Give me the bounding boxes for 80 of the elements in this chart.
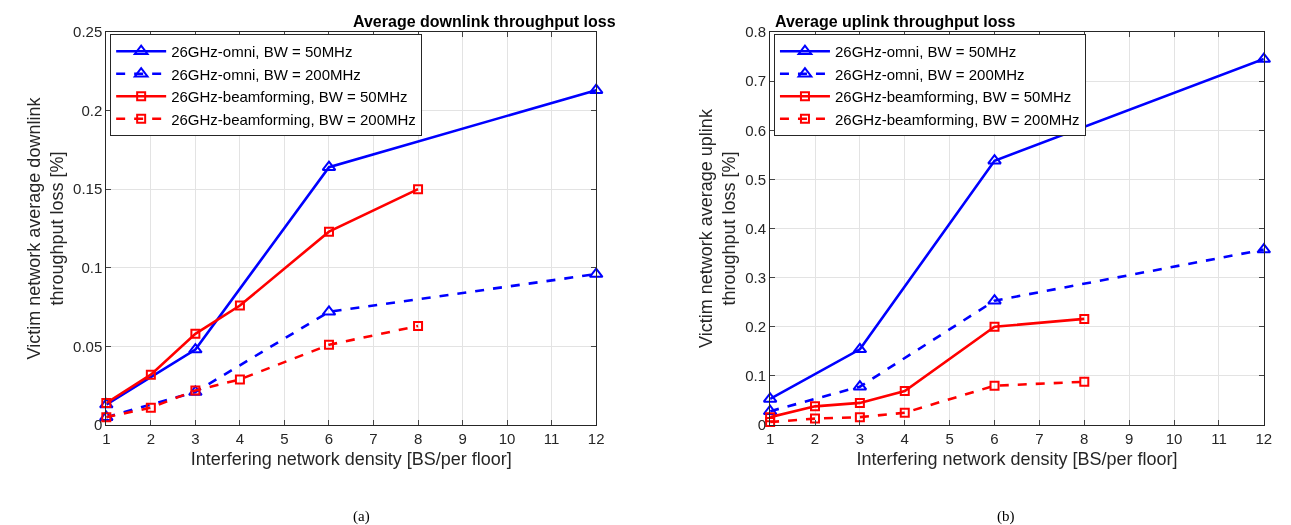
point <box>765 417 776 428</box>
point <box>145 369 156 380</box>
legend-label: 26GHz-beamforming, BW = 50MHz <box>171 88 408 106</box>
point <box>854 397 865 408</box>
x-tick-label: 7 <box>1035 430 1044 447</box>
y-axis-title: Victim network average uplink throughput loss [%] <box>696 108 740 348</box>
x-tick-label: 4 <box>235 430 245 447</box>
point <box>234 374 245 385</box>
x-tick-label: 9 <box>1125 430 1134 447</box>
text: (a) <box>353 508 370 525</box>
point <box>899 407 910 418</box>
y-tick-label: 0.3 <box>745 268 767 286</box>
y-axis-title: Victim network average downlink throughput loss [%] <box>23 96 68 360</box>
point <box>323 226 334 237</box>
x-tick-label: 9 <box>458 430 467 447</box>
point <box>188 343 203 354</box>
point <box>810 413 820 424</box>
point <box>190 328 201 339</box>
x-tick-label: 2 <box>810 430 820 447</box>
y-tick-label: 0 <box>757 416 767 434</box>
x-tick-label: 5 <box>280 430 289 447</box>
x-tick-label: 1 <box>102 430 111 447</box>
point <box>765 412 776 423</box>
y-tick-label: 0.8 <box>745 23 767 41</box>
y-tick-label: 0.2 <box>745 318 767 335</box>
y-tick-label: 0.7 <box>745 72 767 90</box>
y-tick-label: 0.15 <box>73 180 103 198</box>
point <box>323 339 334 350</box>
legend-label: 26GHz-omni, BW = 200MHz <box>171 65 361 83</box>
x-tick-label: 6 <box>324 430 334 447</box>
point <box>810 401 820 412</box>
point <box>145 402 156 413</box>
point <box>234 300 245 311</box>
x-tick-label: 4 <box>900 430 909 447</box>
legend-label: 26GHz-beamforming, BW = 200MHz <box>171 110 416 128</box>
legend-label: 26GHz-beamforming, BW = 50MHz <box>834 88 1072 106</box>
point <box>413 184 424 195</box>
x-axis-title: Interfering network density [BS/per floor] <box>190 449 512 470</box>
x-tick-label: 1 <box>765 430 775 447</box>
x-tick-label: 5 <box>945 430 954 447</box>
legend-label: 26GHz-omni, BW = 50MHz <box>171 43 353 61</box>
y-tick-label: 0.5 <box>745 170 767 188</box>
point <box>854 412 865 423</box>
legend-label: 26GHz-omni, BW = 200MHz <box>834 65 1025 83</box>
y-tick-label: 0.2 <box>81 101 103 119</box>
point <box>852 342 868 354</box>
point <box>987 294 1002 305</box>
chart-title: Average downlink throughput loss <box>353 13 616 30</box>
y-tick-label: 0.1 <box>81 259 103 277</box>
y-tick-label: 0.1 <box>745 367 767 385</box>
x-tick-label: 7 <box>369 430 378 447</box>
x-tick-label: 2 <box>146 430 156 447</box>
point <box>989 321 1000 332</box>
x-tick-label: 12 <box>1255 430 1273 447</box>
x-tick-label: 11 <box>543 430 560 447</box>
x-tick-label: 12 <box>587 430 605 447</box>
x-tick-label: 8 <box>1080 430 1089 447</box>
x-tick-label: 3 <box>855 430 865 447</box>
x-tick-label: 10 <box>498 430 516 447</box>
y-tick-label: 0.4 <box>745 219 767 237</box>
x-axis-title: Interfering network density [BS/per floor] <box>856 449 1178 470</box>
point <box>987 154 1002 165</box>
legend-label: 26GHz-omni, BW = 50MHz <box>834 43 1017 61</box>
point <box>1079 376 1090 387</box>
x-tick-label: 3 <box>191 430 200 447</box>
point <box>899 386 910 397</box>
y-tick-label: 0 <box>93 416 103 434</box>
x-tick-label: 10 <box>1165 430 1183 447</box>
x-tick-label: 11 <box>1211 430 1227 447</box>
point <box>1079 313 1090 324</box>
y-tick-label: 0.25 <box>73 23 103 41</box>
text: (b) <box>997 508 1015 525</box>
x-tick-label: 8 <box>413 430 423 447</box>
chart-title: Average uplink throughput loss <box>775 13 1016 30</box>
y-tick-label: 0.05 <box>73 337 103 355</box>
y-tick-label: 0.6 <box>745 121 767 139</box>
x-tick-label: 6 <box>990 430 999 447</box>
legend-label: 26GHz-beamforming, BW = 200MHz <box>834 110 1080 128</box>
point <box>989 380 1000 391</box>
point <box>413 320 424 331</box>
